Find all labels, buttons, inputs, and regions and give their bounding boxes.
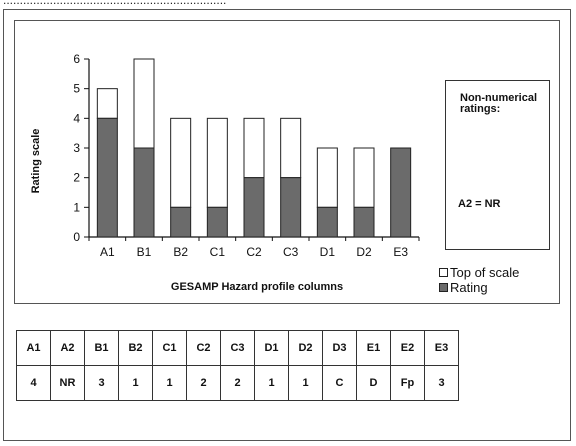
caption-text: ........................................… (3, 0, 227, 7)
table-header-cell: A2 (50, 330, 85, 366)
x-axis-label: GESAMP Hazard profile columns (171, 281, 343, 293)
chart-legend: Top of scale Rating (439, 265, 519, 295)
table-header-cell: B1 (84, 330, 119, 366)
legend-label-top-of-scale: Top of scale (450, 265, 520, 280)
bar-top-of-scale (280, 117, 302, 179)
legend-item-top-of-scale: Top of scale (439, 265, 519, 280)
y-tick-label: 0 (73, 230, 80, 244)
y-tick-label: 4 (73, 111, 80, 125)
y-tick-label: 1 (73, 200, 80, 214)
table-header-cell: B2 (118, 330, 153, 366)
bar-rating (353, 206, 375, 238)
table-value-cell: 1 (254, 365, 289, 401)
bar-rating (243, 177, 265, 238)
bar-rating (280, 177, 302, 238)
bar-rating (133, 147, 155, 238)
x-tick-label: D2 (356, 245, 372, 259)
x-tick-label: C2 (246, 245, 262, 259)
bar-top-of-scale (243, 117, 265, 179)
table-header-cell: D2 (288, 330, 323, 366)
legend-swatch-rating (439, 283, 448, 292)
table-header-cell: C1 (152, 330, 187, 366)
table-value-cell: 2 (186, 365, 221, 401)
table-header-cell: E1 (356, 330, 391, 366)
table-value-cell: C (322, 365, 357, 401)
table-value-cell: 3 (84, 365, 119, 401)
bar-chart: Rating scale GESAMP Hazard profile colum… (30, 52, 420, 293)
table-value-cell: D (356, 365, 391, 401)
y-tick-label: 3 (73, 141, 80, 155)
table-header-cell: E3 (424, 330, 459, 366)
table-header-cell: C3 (220, 330, 255, 366)
ratings-table: A1 A2 B1 B2 C1 C2 C3 D1 D2 D3 E1 E2 E3 4 NR 3 1 1 2 2 1 1 C D F… (16, 330, 459, 401)
table-value-cell: 4 (16, 365, 51, 401)
bar-rating (206, 206, 228, 238)
non-numerical-ratings-note: Non-numerical ratings: A2 = NR (445, 80, 550, 250)
bar-rating (170, 206, 192, 238)
x-tick-label: A1 (100, 245, 115, 259)
legend-item-rating: Rating (439, 280, 519, 295)
y-tick-label: 5 (73, 82, 80, 96)
table-header-cell: D3 (322, 330, 357, 366)
table-value-cell: NR (50, 365, 85, 401)
table-header-cell: D1 (254, 330, 289, 366)
table-value-cell: 1 (152, 365, 187, 401)
table-value-cell: 1 (288, 365, 323, 401)
bar-top-of-scale (316, 147, 338, 208)
table-value-row: 4 NR 3 1 1 2 2 1 1 C D Fp 3 (16, 365, 459, 401)
table-header-cell: A1 (16, 330, 51, 366)
x-tick-label: B1 (137, 245, 152, 259)
figure-frame: Rating scale GESAMP Hazard profile colum… (3, 9, 571, 441)
bar-rating (96, 117, 118, 238)
table-value-cell: Fp (390, 365, 425, 401)
table-header-cell: C2 (186, 330, 221, 366)
legend-label-rating: Rating (450, 280, 488, 295)
x-tick-label: D1 (320, 245, 336, 259)
y-tick-label: 6 (73, 52, 80, 66)
y-tick-label: 2 (73, 171, 80, 185)
note-value: A2 = NR (458, 198, 501, 210)
x-tick-label: B2 (173, 245, 188, 259)
x-tick-label: C3 (283, 245, 299, 259)
bar-top-of-scale (133, 58, 155, 149)
top-caption: ........................................… (0, 0, 576, 14)
bar-rating (316, 206, 338, 238)
y-axis-label: Rating scale (30, 129, 42, 194)
bar-top-of-scale (206, 117, 228, 208)
table-value-cell: 3 (424, 365, 459, 401)
x-tick-label: E3 (393, 245, 408, 259)
table-value-cell: 2 (220, 365, 255, 401)
chart-panel: Rating scale GESAMP Hazard profile colum… (14, 20, 560, 304)
table-header-row: A1 A2 B1 B2 C1 C2 C3 D1 D2 D3 E1 E2 E3 (16, 330, 459, 366)
bar-top-of-scale (170, 117, 192, 208)
note-title: Non-numerical ratings: (460, 92, 538, 115)
legend-swatch-top-of-scale (439, 268, 448, 277)
bar-top-of-scale (96, 88, 118, 119)
bar-rating (390, 147, 412, 238)
x-tick-label: C1 (210, 245, 226, 259)
bar-top-of-scale (353, 147, 375, 208)
table-value-cell: 1 (118, 365, 153, 401)
table-header-cell: E2 (390, 330, 425, 366)
